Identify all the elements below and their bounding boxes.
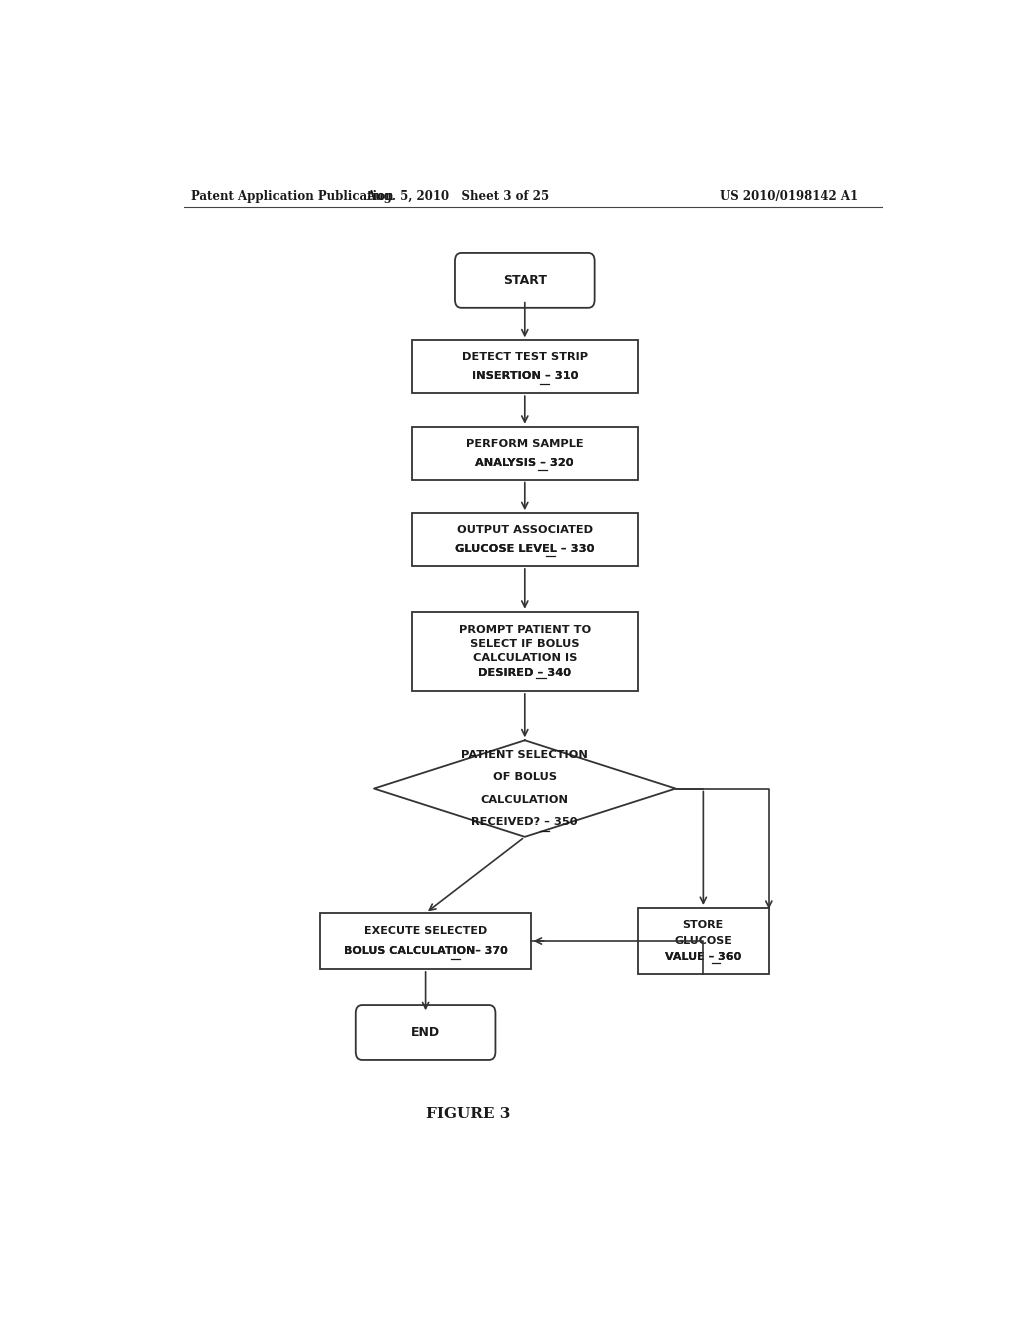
Text: END: END [411,1026,440,1039]
Text: GLUCOSE LEVEL – 330: GLUCOSE LEVEL – 330 [455,544,595,554]
Bar [412,426,638,479]
Text: Patent Application Publication: Patent Application Publication [191,190,394,202]
Text: ANALYSIS – 320: ANALYSIS – 320 [475,458,574,467]
FancyBboxPatch shape [355,1005,496,1060]
Text: PERFORM SAMPLE: PERFORM SAMPLE [466,438,584,449]
Text: DETECT TEST STRIP: DETECT TEST STRIP [462,352,588,362]
Bar [412,341,638,393]
Bar [412,611,638,690]
Text: FIGURE 3: FIGURE 3 [426,1106,510,1121]
Bar [638,908,769,974]
Text: SELECT IF BOLUS: SELECT IF BOLUS [470,639,580,649]
Bar [321,913,530,969]
Text: BOLUS CALCULATION– 370: BOLUS CALCULATION– 370 [344,946,508,956]
Text: STORE: STORE [683,920,724,931]
Text: OF BOLUS: OF BOLUS [493,772,557,783]
Text: VALUE – 360: VALUE – 360 [666,952,741,962]
Text: EXECUTE SELECTED: EXECUTE SELECTED [364,925,487,936]
Text: INSERTION – 310: INSERTION – 310 [471,371,579,381]
Text: PATIENT SELECTION: PATIENT SELECTION [462,750,588,760]
Text: GLUCOSE LEVEL – 330: GLUCOSE LEVEL – 330 [455,544,595,554]
Text: DESIRED – 340: DESIRED – 340 [478,668,571,677]
Bar [412,513,638,566]
Text: Aug. 5, 2010   Sheet 3 of 25: Aug. 5, 2010 Sheet 3 of 25 [366,190,549,202]
Text: GLUCOSE: GLUCOSE [675,936,732,946]
Text: DESIRED – 340: DESIRED – 340 [478,668,571,677]
Text: US 2010/0198142 A1: US 2010/0198142 A1 [720,190,858,202]
Text: CALCULATION IS: CALCULATION IS [473,653,577,664]
FancyBboxPatch shape [455,253,595,308]
Text: CALCULATION: CALCULATION [481,795,568,805]
Text: PROMPT PATIENT TO: PROMPT PATIENT TO [459,624,591,635]
Text: BOLUS CALCULATION– 370: BOLUS CALCULATION– 370 [344,946,508,956]
Text: OUTPUT ASSOCIATED: OUTPUT ASSOCIATED [457,525,593,535]
Text: INSERTION – 310: INSERTION – 310 [471,371,579,381]
Text: RECEIVED? – 350: RECEIVED? – 350 [471,817,579,828]
Text: VALUE – 360: VALUE – 360 [666,952,741,962]
Polygon shape [374,741,676,837]
Text: ANALYSIS – 320: ANALYSIS – 320 [475,458,574,467]
Text: START: START [503,273,547,286]
